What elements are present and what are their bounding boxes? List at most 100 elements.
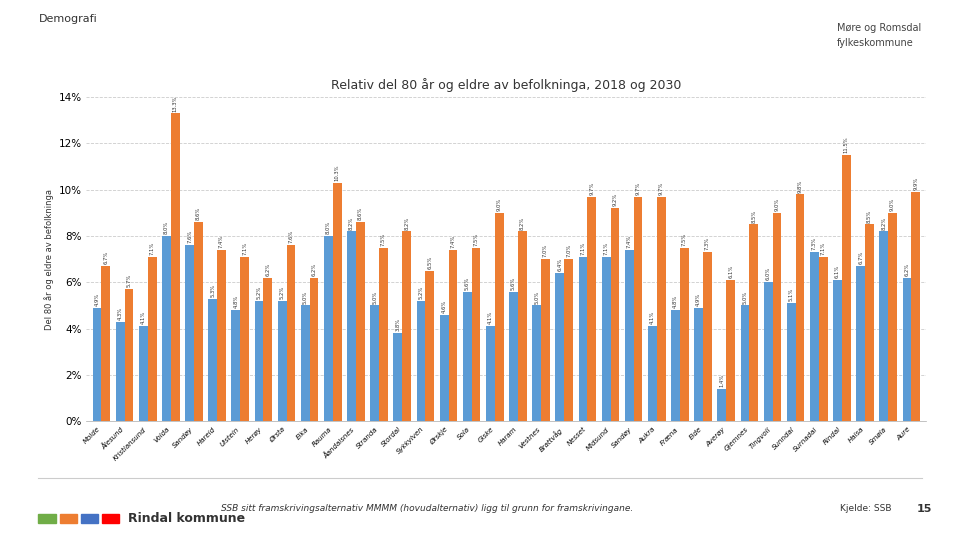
Text: 7.1%: 7.1%: [821, 242, 826, 255]
Text: 8.0%: 8.0%: [164, 221, 169, 234]
Bar: [634, 197, 642, 421]
Bar: [300, 306, 310, 421]
Bar: [125, 289, 133, 421]
Text: 6.7%: 6.7%: [104, 251, 108, 264]
Bar: [463, 292, 471, 421]
Bar: [93, 308, 102, 421]
Text: 6.2%: 6.2%: [904, 262, 909, 276]
Bar: [333, 183, 342, 421]
Text: 5.0%: 5.0%: [742, 291, 748, 303]
Bar: [394, 333, 402, 421]
Text: 9.2%: 9.2%: [612, 193, 617, 206]
Text: 4.8%: 4.8%: [233, 295, 238, 308]
Text: 7.5%: 7.5%: [473, 233, 479, 246]
Bar: [185, 245, 194, 421]
Text: 6.7%: 6.7%: [858, 251, 863, 264]
Text: 13.3%: 13.3%: [173, 95, 178, 112]
Text: 8.6%: 8.6%: [358, 207, 363, 220]
Text: 7.1%: 7.1%: [150, 242, 155, 255]
Text: 6.5%: 6.5%: [427, 255, 432, 269]
Text: 8.0%: 8.0%: [326, 221, 331, 234]
Text: 7.4%: 7.4%: [450, 235, 455, 248]
Bar: [764, 282, 773, 421]
Bar: [579, 257, 588, 421]
Bar: [865, 225, 874, 421]
Bar: [448, 250, 457, 421]
Text: 9.7%: 9.7%: [636, 181, 640, 195]
Bar: [471, 248, 481, 421]
Bar: [602, 257, 611, 421]
Bar: [902, 278, 911, 421]
Bar: [750, 225, 758, 421]
Text: 7.1%: 7.1%: [242, 242, 247, 255]
Text: 9.7%: 9.7%: [589, 181, 594, 195]
Bar: [541, 259, 550, 421]
Bar: [148, 257, 156, 421]
Text: 4.3%: 4.3%: [118, 307, 123, 320]
Bar: [671, 310, 680, 421]
Bar: [518, 232, 527, 421]
Text: 7.4%: 7.4%: [627, 235, 632, 248]
Text: 9.8%: 9.8%: [798, 179, 803, 193]
Bar: [532, 306, 541, 421]
Bar: [657, 197, 665, 421]
Bar: [356, 222, 365, 421]
Text: 8.2%: 8.2%: [881, 217, 886, 230]
Bar: [171, 113, 180, 421]
Bar: [842, 155, 851, 421]
Text: 7.0%: 7.0%: [566, 244, 571, 258]
Bar: [139, 326, 148, 421]
Text: 7.1%: 7.1%: [581, 242, 586, 255]
Bar: [194, 222, 203, 421]
Text: 7.3%: 7.3%: [812, 237, 817, 251]
Text: 8.5%: 8.5%: [867, 210, 872, 222]
Bar: [879, 232, 888, 421]
Text: 6.1%: 6.1%: [728, 265, 733, 278]
Text: 5.2%: 5.2%: [256, 286, 261, 299]
Text: 7.6%: 7.6%: [187, 230, 192, 244]
Bar: [379, 248, 388, 421]
Text: 4.9%: 4.9%: [94, 293, 100, 306]
Bar: [694, 308, 703, 421]
Bar: [796, 194, 804, 421]
Bar: [310, 278, 319, 421]
Text: 5.2%: 5.2%: [419, 286, 423, 299]
Text: 1.4%: 1.4%: [719, 374, 725, 387]
Bar: [648, 326, 657, 421]
Text: fylkeskommune: fylkeskommune: [837, 38, 914, 48]
Bar: [625, 250, 634, 421]
Bar: [425, 271, 434, 421]
Text: 7.5%: 7.5%: [682, 233, 686, 246]
Bar: [494, 213, 504, 421]
Text: 9.0%: 9.0%: [775, 198, 780, 211]
Text: 7.1%: 7.1%: [604, 242, 609, 255]
Text: Rindal kommune: Rindal kommune: [128, 512, 245, 525]
Text: 7.6%: 7.6%: [288, 230, 294, 244]
Bar: [417, 301, 425, 421]
Text: 8.5%: 8.5%: [752, 210, 756, 222]
Text: 5.1%: 5.1%: [789, 288, 794, 301]
Bar: [231, 310, 240, 421]
Text: SSB sitt framskrivingsalternativ MMMM (hovudalternativ) ligg til grunn for frams: SSB sitt framskrivingsalternativ MMMM (h…: [221, 504, 633, 513]
Bar: [240, 257, 249, 421]
Y-axis label: Del 80 år og eldre av befolkninga: Del 80 år og eldre av befolkninga: [44, 188, 55, 330]
Bar: [703, 252, 712, 421]
Text: 15: 15: [917, 504, 932, 514]
Text: 11.5%: 11.5%: [844, 137, 849, 153]
Text: 5.2%: 5.2%: [279, 286, 285, 299]
Bar: [371, 306, 379, 421]
Bar: [833, 280, 842, 421]
Text: 4.8%: 4.8%: [673, 295, 678, 308]
Bar: [277, 301, 287, 421]
Text: 3.8%: 3.8%: [396, 318, 400, 332]
Bar: [402, 232, 411, 421]
Text: 9.0%: 9.0%: [890, 198, 895, 211]
Text: 9.9%: 9.9%: [913, 177, 919, 190]
Bar: [588, 197, 596, 421]
Bar: [888, 213, 897, 421]
Text: 6.2%: 6.2%: [265, 262, 271, 276]
Text: 4.1%: 4.1%: [141, 311, 146, 325]
Text: 5.0%: 5.0%: [372, 291, 377, 303]
Title: Relativ del 80 år og eldre av befolkninga, 2018 og 2030: Relativ del 80 år og eldre av befolkning…: [331, 78, 682, 92]
Text: 5.0%: 5.0%: [302, 291, 308, 303]
